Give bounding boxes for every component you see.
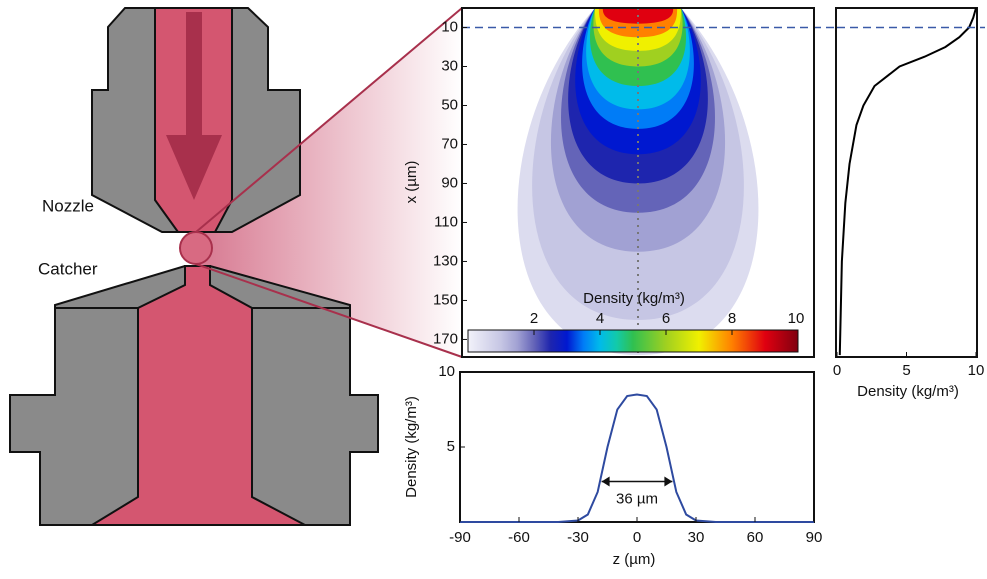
x-tick-label: -30 — [567, 529, 589, 546]
x-tick-label: -60 — [508, 529, 530, 546]
colorbar-tick-label: 10 — [788, 310, 805, 327]
x-tick-label: 90 — [806, 529, 823, 546]
y-tick-label: 10 — [438, 363, 455, 380]
y-tick-label: 50 — [441, 96, 458, 113]
x-tick-label: 60 — [747, 529, 764, 546]
x-tick-label: 10 — [968, 362, 985, 379]
line-panel: -90 -60 -30 0 30 60 90 5 10 z (µm) Density (kg/m³)… — [403, 363, 822, 568]
colorbar-tick-label: 6 — [662, 310, 670, 327]
fan — [196, 8, 462, 357]
frame — [461, 7, 815, 358]
x-tick-label: 5 — [902, 362, 910, 379]
frame — [459, 371, 815, 523]
y-tick-label: 170 — [433, 330, 458, 347]
density-line — [460, 393, 814, 523]
y-tick-label: 150 — [433, 291, 458, 308]
colorbar-tick-label: 4 — [596, 310, 604, 327]
arrowhead — [601, 476, 673, 487]
colorbar — [467, 329, 799, 353]
y-tick-label: 110 — [434, 213, 458, 230]
x-tick-label: 0 — [833, 362, 841, 379]
zoom-line — [195, 7, 463, 233]
zoom-line — [195, 263, 463, 358]
y-tick-label: 70 — [441, 135, 458, 152]
nozzle-label: Nozzle — [42, 196, 94, 215]
y-axis-label: Density (kg/m³) — [403, 396, 420, 498]
x-tick-label: 0 — [633, 529, 641, 546]
x-tick-label: 30 — [688, 529, 705, 546]
x-axis-label: z (µm) — [613, 551, 656, 568]
contour-panel: 10 30 50 70 90 110 130 150 170 x (µm) 2 4 6 8 10 Densit… — [403, 7, 836, 358]
x-axis-label: Density (kg/m³) — [857, 383, 959, 400]
y-tick-label: 10 — [441, 18, 458, 35]
colorbar-title: Density (kg/m³) — [583, 290, 685, 307]
focus-circle — [179, 231, 213, 265]
flow-arrow — [166, 12, 222, 200]
profile-line — [838, 7, 977, 356]
profile-panel: 0 5 10 Density (kg/m³) — [833, 7, 985, 400]
y-tick-label: 90 — [441, 174, 458, 191]
y-tick-label: 30 — [441, 57, 458, 74]
colorbar-tick-label: 2 — [530, 310, 538, 327]
contours — [462, 8, 814, 357]
catcher-label: Catcher — [38, 259, 98, 278]
y-axis-label: x (µm) — [403, 161, 420, 204]
y-tick-label: 130 — [433, 252, 458, 269]
catcher-channel — [88, 265, 306, 526]
annotation: 36 µm — [616, 490, 658, 507]
x-tick-label: -90 — [449, 529, 471, 546]
diagram — [9, 7, 463, 526]
y-tick-label: 5 — [447, 438, 455, 455]
frame — [835, 7, 978, 358]
colorbar-tick-label: 8 — [728, 310, 736, 327]
